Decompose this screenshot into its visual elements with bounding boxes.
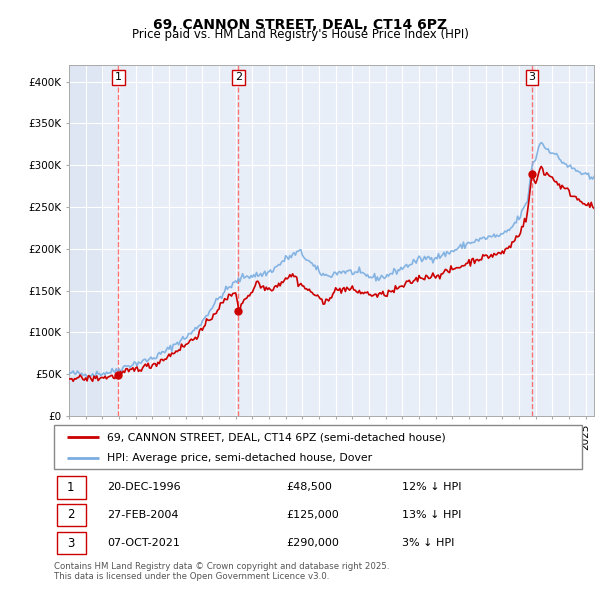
- Text: 12% ↓ HPI: 12% ↓ HPI: [403, 483, 462, 493]
- Text: £125,000: £125,000: [286, 510, 339, 520]
- Text: 3: 3: [529, 73, 535, 83]
- Text: 2: 2: [235, 73, 242, 83]
- Text: £290,000: £290,000: [286, 538, 339, 548]
- Text: 1: 1: [67, 481, 74, 494]
- Text: 69, CANNON STREET, DEAL, CT14 6PZ (semi-detached house): 69, CANNON STREET, DEAL, CT14 6PZ (semi-…: [107, 432, 446, 442]
- Text: 2: 2: [67, 508, 74, 522]
- Text: 07-OCT-2021: 07-OCT-2021: [107, 538, 179, 548]
- Text: 3% ↓ HPI: 3% ↓ HPI: [403, 538, 455, 548]
- Text: 20-DEC-1996: 20-DEC-1996: [107, 483, 181, 493]
- Bar: [69, 65, 103, 416]
- Bar: [56, 532, 86, 554]
- Text: Contains HM Land Registry data © Crown copyright and database right 2025.: Contains HM Land Registry data © Crown c…: [54, 562, 389, 571]
- Text: Price paid vs. HM Land Registry's House Price Index (HPI): Price paid vs. HM Land Registry's House …: [131, 28, 469, 41]
- Text: 69, CANNON STREET, DEAL, CT14 6PZ: 69, CANNON STREET, DEAL, CT14 6PZ: [153, 18, 447, 32]
- Text: This data is licensed under the Open Government Licence v3.0.: This data is licensed under the Open Gov…: [54, 572, 329, 581]
- Text: HPI: Average price, semi-detached house, Dover: HPI: Average price, semi-detached house,…: [107, 453, 372, 463]
- Bar: [56, 476, 86, 499]
- Text: 1: 1: [115, 73, 122, 83]
- Text: 13% ↓ HPI: 13% ↓ HPI: [403, 510, 462, 520]
- Text: £48,500: £48,500: [286, 483, 332, 493]
- Text: 27-FEB-2004: 27-FEB-2004: [107, 510, 178, 520]
- Bar: [56, 504, 86, 526]
- Text: 3: 3: [67, 536, 74, 549]
